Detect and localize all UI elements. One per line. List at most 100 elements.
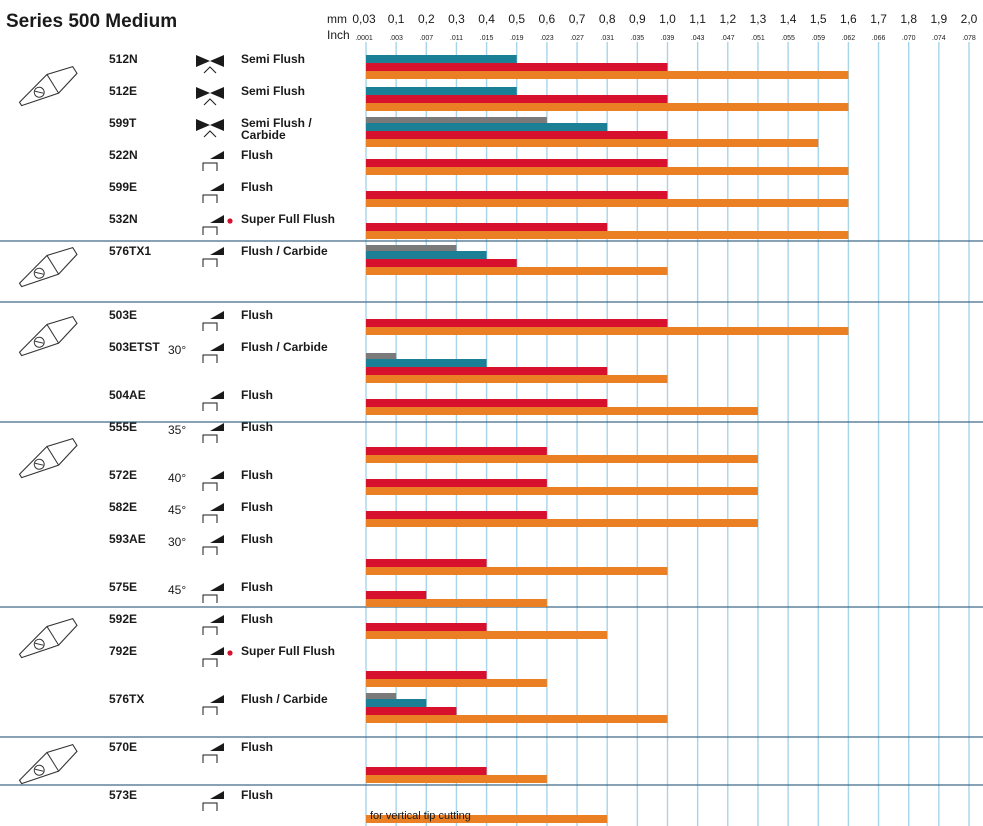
cut-type-label: Flush bbox=[241, 420, 273, 434]
tick-label-inch: .023 bbox=[540, 35, 554, 42]
semi-flush-cut-icon bbox=[196, 55, 224, 74]
pliers-icon bbox=[18, 617, 78, 659]
cut-type-label: Carbide bbox=[241, 128, 286, 142]
model-label: 599T bbox=[109, 116, 137, 130]
tick-label-inch: .074 bbox=[932, 35, 946, 42]
cut-type-label: Flush bbox=[241, 532, 273, 546]
tick-label-mm: 0,03 bbox=[352, 12, 376, 26]
tick-label-inch: .078 bbox=[962, 35, 976, 42]
pliers-joint bbox=[46, 255, 60, 275]
angle-label: 30° bbox=[168, 343, 186, 357]
product-row: 576TX Flush / Carbide bbox=[109, 692, 668, 723]
tick-label-inch: .027 bbox=[570, 35, 584, 42]
flush-cut-icon bbox=[196, 247, 224, 267]
cut-edge bbox=[202, 258, 218, 267]
product-row: 522N Flush bbox=[109, 148, 849, 175]
angled-pliers-icon bbox=[18, 437, 78, 479]
bar-orange bbox=[366, 567, 668, 575]
cut-jaws bbox=[196, 391, 224, 399]
bar-red bbox=[366, 707, 457, 715]
cut-edge bbox=[202, 594, 218, 603]
tick-label-inch: .031 bbox=[600, 35, 614, 42]
bar-red bbox=[366, 259, 517, 267]
bar-orange bbox=[366, 599, 547, 607]
model-label: 504AE bbox=[109, 388, 146, 402]
chart-title: Series 500 Medium bbox=[6, 11, 177, 32]
model-label: 593AE bbox=[109, 532, 146, 546]
mm-unit-label: mm bbox=[327, 12, 347, 26]
cut-jaws bbox=[196, 791, 224, 799]
cut-edge bbox=[202, 754, 218, 763]
tick-label-mm: 1,6 bbox=[840, 12, 857, 26]
bar-orange bbox=[366, 103, 849, 111]
tick-label-inch: .062 bbox=[842, 35, 856, 42]
product-rows: 512N Semi Flush 512E Semi Flush 599T Semi Flu… bbox=[109, 52, 849, 823]
pliers-joint bbox=[46, 74, 60, 94]
tick-label-mm: 0,2 bbox=[418, 12, 435, 26]
tick-label-mm: 0,9 bbox=[629, 12, 646, 26]
bar-gray bbox=[366, 353, 397, 359]
cut-jaws bbox=[196, 119, 224, 131]
tick-label-mm: 1,0 bbox=[659, 12, 676, 26]
pliers-body bbox=[18, 315, 78, 357]
flush-cut-icon bbox=[196, 151, 224, 171]
bar-red bbox=[366, 623, 487, 631]
cut-jaws bbox=[196, 87, 224, 99]
tick-label-mm: 1,9 bbox=[931, 12, 948, 26]
model-label: 555E bbox=[109, 420, 137, 434]
product-row: 512N Semi Flush bbox=[109, 52, 849, 79]
flush-cut-icon bbox=[196, 615, 224, 635]
model-label: 582E bbox=[109, 500, 137, 514]
tick-label-mm: 0,3 bbox=[448, 12, 465, 26]
pliers-joint bbox=[46, 324, 60, 344]
cut-edge bbox=[202, 802, 218, 811]
bar-orange bbox=[366, 375, 668, 383]
tick-label-inch: .015 bbox=[480, 35, 494, 42]
bar-orange bbox=[366, 715, 668, 723]
cut-type-label: Flush / Carbide bbox=[241, 692, 328, 706]
model-label: 572E bbox=[109, 468, 137, 482]
bar-red bbox=[366, 479, 547, 487]
bar-red bbox=[366, 319, 668, 327]
tick-label-inch: .0001 bbox=[355, 35, 373, 42]
model-label: 512E bbox=[109, 84, 137, 98]
flush-cut-icon bbox=[196, 503, 224, 523]
pliers-screw-slot bbox=[34, 462, 44, 466]
tick-label-inch: .070 bbox=[902, 35, 916, 42]
model-label: 573E bbox=[109, 788, 137, 802]
angle-label: 45° bbox=[168, 583, 186, 597]
tick-label-inch: .035 bbox=[631, 35, 645, 42]
cut-edge bbox=[202, 226, 218, 235]
bar-orange bbox=[366, 231, 849, 239]
bar-red bbox=[366, 63, 668, 71]
tick-label-inch: .059 bbox=[811, 35, 825, 42]
bar-orange bbox=[366, 327, 849, 335]
bar-orange bbox=[366, 71, 849, 79]
pliers-icon bbox=[18, 65, 78, 107]
product-row: 576TX1 Flush / Carbide bbox=[109, 244, 668, 275]
cut-edge bbox=[202, 546, 218, 555]
pliers-screw-slot bbox=[34, 340, 44, 344]
tick-label-mm: 1,7 bbox=[870, 12, 887, 26]
cut-type-label: Semi Flush bbox=[241, 84, 305, 98]
tick-label-inch: .043 bbox=[691, 35, 705, 42]
cut-jaws bbox=[196, 583, 224, 591]
product-row: 792E Super Full Flush bbox=[109, 644, 547, 687]
tick-label-inch: .047 bbox=[721, 35, 735, 42]
bar-red bbox=[366, 511, 547, 519]
tick-label-mm: 0,1 bbox=[388, 12, 405, 26]
cut-edge bbox=[202, 658, 218, 667]
cut-edge bbox=[202, 514, 218, 523]
product-row: 504AE Flush bbox=[109, 388, 758, 415]
flush-cut-icon bbox=[196, 311, 224, 331]
bar-orange bbox=[366, 167, 849, 175]
angle-label: 45° bbox=[168, 503, 186, 517]
bar-teal bbox=[366, 87, 517, 95]
bar-gray bbox=[366, 245, 457, 251]
cut-jaws bbox=[196, 535, 224, 543]
bar-red bbox=[366, 591, 427, 599]
tick-label-mm: 1,3 bbox=[750, 12, 767, 26]
tick-label-inch: .011 bbox=[450, 35, 463, 42]
bar-gray bbox=[366, 693, 397, 699]
angle-label: 35° bbox=[168, 423, 186, 437]
